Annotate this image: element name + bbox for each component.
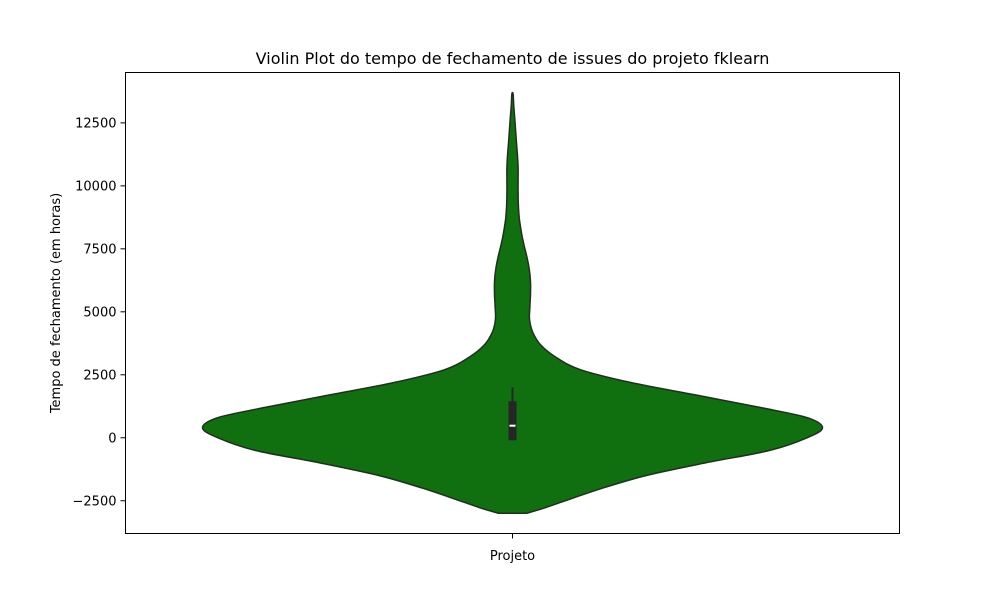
y-axis-label: Tempo de fechamento (em horas) [49,193,64,414]
y-tick-label: 5000 [83,305,116,320]
violin-body [201,91,824,515]
y-tick-label: 10000 [75,179,116,194]
x-axis-label: Projeto [490,549,535,564]
iqr-box [508,401,517,441]
y-tick-label: 0 [108,431,116,446]
violin-layer [201,91,824,515]
y-tick-label: 2500 [83,368,116,383]
chart-title: Violin Plot do tempo de fechamento de is… [256,49,770,68]
y-tick-label: 12500 [75,116,116,131]
box-layer [508,387,517,441]
y-tick-label: −2500 [73,494,117,509]
y-tick-label: 7500 [83,242,116,257]
y-axis-ticks: −2500 0 2500 5000 7500 10000 12500 [73,116,126,509]
